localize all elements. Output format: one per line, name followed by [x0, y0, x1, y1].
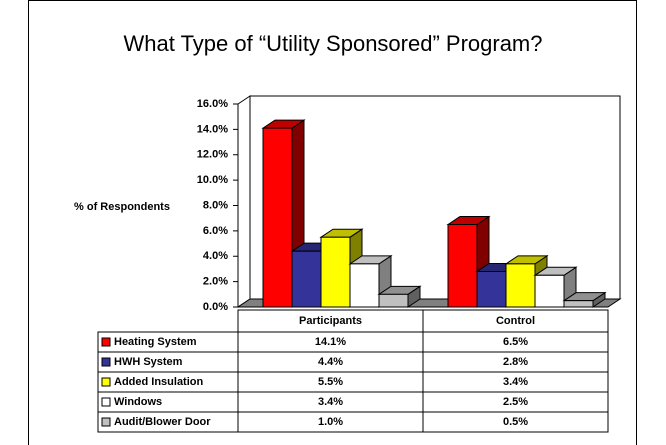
bar [534, 274, 565, 308]
data-label: 2.8% [503, 356, 528, 368]
legend-label: Added Insulation [114, 376, 204, 388]
y-tick-label: 12.0% [197, 149, 228, 161]
bar [476, 270, 507, 308]
data-label: 3.4% [318, 396, 343, 408]
bar [349, 263, 380, 308]
data-label: 5.5% [318, 376, 343, 388]
x-tick-label: Control [496, 315, 535, 327]
legend-key [101, 417, 111, 427]
legend-label: Windows [114, 396, 162, 408]
data-label: 4.4% [318, 356, 343, 368]
bar [563, 300, 594, 308]
y-tick-label: 6.0% [203, 225, 228, 237]
legend-label: Heating System [114, 336, 197, 348]
side-wall [237, 95, 251, 308]
bar [378, 293, 409, 308]
y-tick-label: 16.0% [197, 98, 228, 110]
y-axis-label: % of Respondents [74, 201, 170, 213]
chart-title: What Type of “Utility Sponsored” Program… [124, 31, 543, 56]
legend-key [101, 337, 111, 347]
y-tick-label: 14.0% [197, 123, 228, 135]
bar [291, 250, 322, 308]
x-tick-label: Participants [299, 315, 362, 327]
data-label: 2.5% [503, 396, 528, 408]
data-label: 1.0% [318, 416, 343, 428]
y-tick-label: 4.0% [203, 250, 228, 262]
data-label: 14.1% [315, 336, 346, 348]
legend-label: HWH System [114, 356, 183, 368]
data-label: 0.5% [503, 416, 528, 428]
bar [262, 127, 293, 308]
data-label: 6.5% [503, 336, 528, 348]
data-label: 3.4% [503, 376, 528, 388]
legend-key [101, 377, 111, 387]
bar [505, 263, 536, 308]
y-tick-label: 8.0% [203, 199, 228, 211]
legend-key [101, 357, 111, 367]
y-tick-label: 10.0% [197, 174, 228, 186]
y-tick-label: 2.0% [203, 276, 228, 288]
legend-key [101, 397, 111, 407]
bar [447, 224, 478, 308]
legend-label: Audit/Blower Door [114, 416, 211, 428]
y-tick-label: 0.0% [203, 301, 228, 313]
bar [320, 236, 351, 308]
